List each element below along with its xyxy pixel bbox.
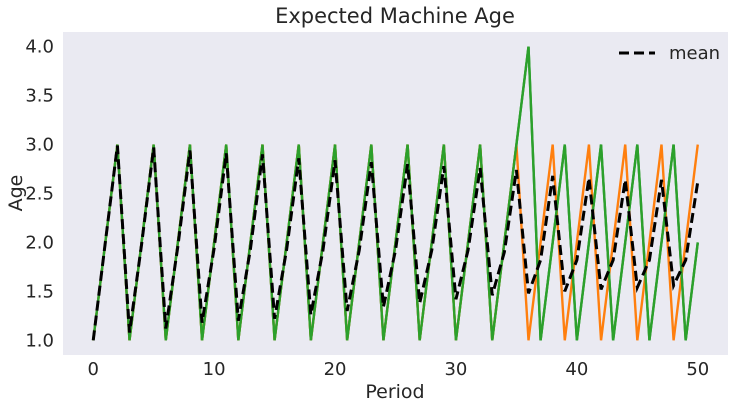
y-tick-label: 2.5: [25, 184, 54, 205]
y-tick-label: 1.0: [25, 330, 54, 351]
y-axis-title: Age: [5, 175, 27, 212]
x-tick-label: 0: [88, 359, 99, 380]
y-tick-label: 4.0: [25, 37, 54, 58]
x-tick-label: 20: [324, 359, 347, 380]
y-axis-ticks: 1.0 1.5 2.0 2.5 3.0 3.5 4.0: [25, 37, 54, 352]
legend: mean: [619, 43, 720, 64]
chart-title: Expected Machine Age: [275, 4, 515, 28]
x-tick-label: 50: [686, 359, 709, 380]
x-tick-label: 10: [203, 359, 226, 380]
y-tick-label: 1.5: [25, 281, 54, 302]
x-tick-label: 40: [565, 359, 588, 380]
legend-label-mean: mean: [669, 43, 720, 64]
x-axis-title: Period: [365, 381, 424, 403]
series-layer: [91, 46, 700, 341]
x-axis-ticks: 0 10 20 30 40 50: [88, 359, 710, 380]
y-tick-label: 3.0: [25, 135, 54, 156]
y-tick-label: 2.0: [25, 232, 54, 253]
x-tick-label: 30: [444, 359, 467, 380]
y-tick-label: 3.5: [25, 86, 54, 107]
